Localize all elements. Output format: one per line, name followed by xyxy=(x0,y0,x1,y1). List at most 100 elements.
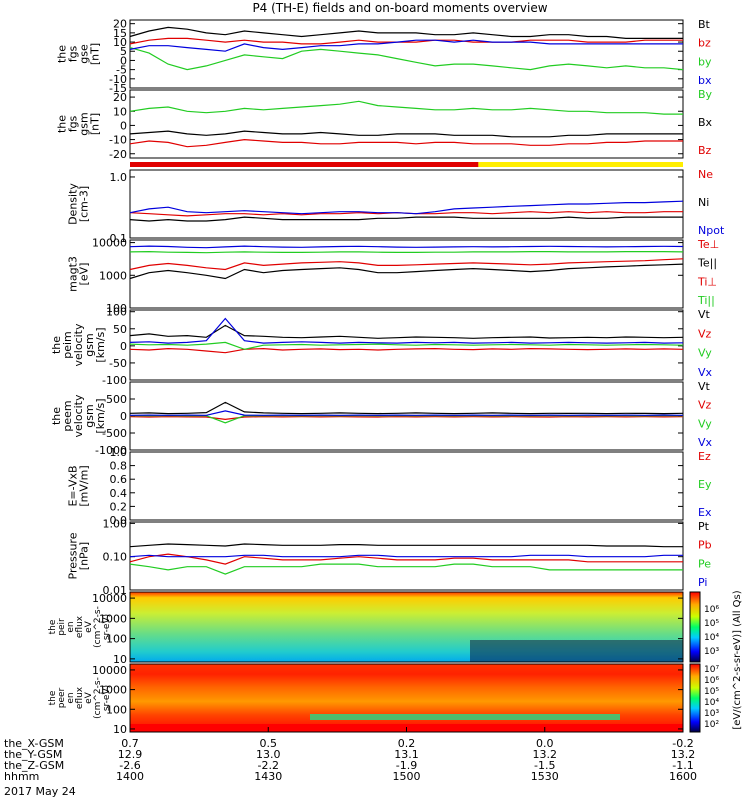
legend-Vx: Vx xyxy=(698,366,713,379)
legend-Vt: Vt xyxy=(698,308,711,321)
y-tick-label: 50 xyxy=(113,323,127,336)
y-tick-label: 20 xyxy=(113,91,127,104)
legend-Bz: Bz xyxy=(698,144,712,157)
heatmap-low-energy-band xyxy=(470,640,683,662)
y-tick-label: 0.8 xyxy=(110,460,128,473)
y-tick-label: 100 xyxy=(106,306,127,319)
heatmap-green-band xyxy=(310,714,620,720)
y-tick-label: 10 xyxy=(113,653,127,666)
y-tick-label: 1000 xyxy=(99,612,127,625)
y-tick-label: 0.2 xyxy=(110,500,128,513)
y-tick-label: -50 xyxy=(109,357,127,370)
x-tick-label: 0.5 xyxy=(260,737,278,750)
legend-by: by xyxy=(698,55,712,68)
y-axis-label-line: [mV/m] xyxy=(78,465,91,506)
y-axis-label-line: [cm-3] xyxy=(78,186,91,222)
y-tick-label: 100 xyxy=(106,633,127,646)
y-tick-label: 0.01 xyxy=(103,584,128,597)
y-tick-label: 1000 xyxy=(99,269,127,282)
legend-bz: bz xyxy=(698,37,711,50)
x-axis-labels: 0.712.9-2.614000.513.0-2.214300.213.1-1.… xyxy=(4,727,697,798)
y-axis-label-line: sr-eV) xyxy=(102,614,112,640)
series-Vz xyxy=(129,416,684,421)
y-tick-label: -500 xyxy=(102,427,127,440)
series-By xyxy=(129,100,683,115)
series-Pt xyxy=(129,543,683,548)
colorbar-tick: 10⁵ xyxy=(704,619,719,629)
y-axis-label-line: velocity xyxy=(72,394,85,437)
series-Bt xyxy=(129,26,683,40)
legend-Ti||: Ti|| xyxy=(697,294,715,307)
panel-frame xyxy=(129,591,684,663)
y-axis-label-line: [km/s] xyxy=(94,327,107,362)
y-tick-label: -10 xyxy=(109,73,127,86)
x-tick-label: 1530 xyxy=(531,770,559,783)
panel-frame xyxy=(129,521,684,591)
series-bx xyxy=(129,39,683,52)
y-axis-label-line: peir xyxy=(57,618,67,636)
legend-Vt: Vt xyxy=(698,380,711,393)
y-tick-label: 0.6 xyxy=(110,473,128,486)
y-axis-label-line: magt3 xyxy=(67,256,80,292)
y-axis-label-line: en xyxy=(66,692,76,703)
x-tick-label: -2.6 xyxy=(119,759,140,772)
y-axis-label-line: eflux xyxy=(75,686,85,709)
y-axis-label-line: [km/s] xyxy=(94,398,107,433)
colorbar-tick: 10³ xyxy=(704,647,719,657)
x-tick-label: -1.1 xyxy=(672,759,693,772)
series-Pi xyxy=(129,554,683,558)
y-axis-label-line: Density xyxy=(67,183,80,225)
y-axis-label-line: the xyxy=(50,336,63,354)
series-Vt xyxy=(129,324,684,339)
y-axis-label-line: the xyxy=(48,619,58,634)
x-tick-label: 1500 xyxy=(393,770,421,783)
y-axis-label-line: peim xyxy=(61,331,74,359)
heatmap-peer-energy-flux xyxy=(130,664,683,732)
series-Bx xyxy=(129,130,683,138)
x-row-label: the_Y-GSM xyxy=(4,748,62,761)
series-Te|| xyxy=(129,263,684,280)
panel-frame xyxy=(129,451,684,521)
y-tick-label: 500 xyxy=(106,393,127,406)
y-tick-label: 5 xyxy=(120,45,127,58)
series-Vt xyxy=(129,401,684,415)
y-tick-label: 0.1 xyxy=(110,232,128,245)
legend-Vy: Vy xyxy=(698,417,712,430)
x-tick-label: 1600 xyxy=(669,770,697,783)
legend-Ey: Ey xyxy=(698,478,712,491)
series-Npot xyxy=(129,200,684,215)
series-Ti|| xyxy=(129,250,684,254)
y-tick-label: 0.10 xyxy=(103,551,128,564)
date-label: 2017 May 24 xyxy=(4,785,76,798)
mode-bar-red xyxy=(130,162,479,167)
panel-electric-field: 0.00.20.40.60.81.0 E=-VxB[mV/m] Ez Ey Ex xyxy=(67,446,712,527)
y-axis-label-line: E=-VxB xyxy=(67,465,80,506)
y-axis-label-line: fgs xyxy=(67,45,80,62)
panels: -15-10-505101520thefgsgse[nT]Btbzbybx-20… xyxy=(48,18,725,736)
panel-pressure: 0.01 0.10 1.00 Pressure[nPa] Pt Pb Pe Pi xyxy=(67,517,712,597)
colorbar-tick: 10⁷ xyxy=(704,665,719,675)
legend-Pt: Pt xyxy=(698,520,710,533)
colorbar-tick: 10³ xyxy=(704,709,719,719)
x-tick-label: -1.9 xyxy=(396,759,417,772)
colorbar-tick: 10⁴ xyxy=(704,698,719,708)
series-Ni xyxy=(129,216,683,222)
x-tick-label: -0.2 xyxy=(672,737,693,750)
y-axis-label-line: (cm^2-s- xyxy=(93,677,103,719)
y-axis-label-line: [eV] xyxy=(78,263,91,286)
colorbar-tick: 10⁴ xyxy=(704,633,719,643)
legend-Vy: Vy xyxy=(698,347,712,360)
x-row-label: the_X-GSM xyxy=(4,737,64,750)
legend-Pi: Pi xyxy=(698,576,707,589)
y-tick-label: 0 xyxy=(120,340,127,353)
x-tick-label: -2.2 xyxy=(258,759,279,772)
